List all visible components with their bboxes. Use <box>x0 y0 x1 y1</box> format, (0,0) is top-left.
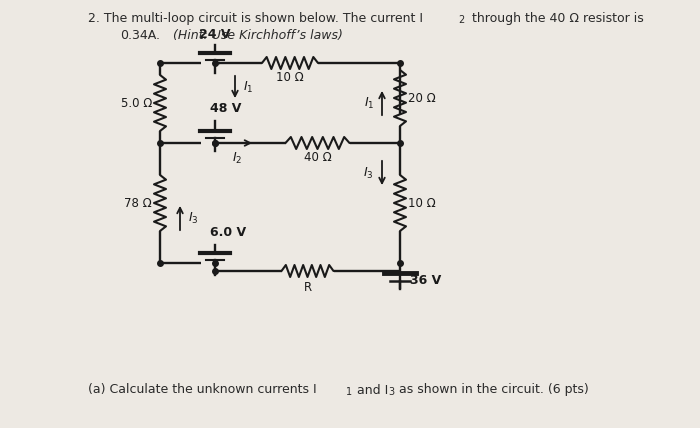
Text: 3: 3 <box>388 387 394 397</box>
Text: 2: 2 <box>458 15 464 25</box>
Text: R: R <box>303 281 312 294</box>
Text: $I_1$: $I_1$ <box>243 80 253 95</box>
Text: and I: and I <box>353 383 389 396</box>
Text: 1: 1 <box>346 387 352 397</box>
Text: 40 Ω: 40 Ω <box>304 151 331 164</box>
Text: $I_2$: $I_2$ <box>232 151 243 166</box>
Text: (a) Calculate the unknown currents I: (a) Calculate the unknown currents I <box>88 383 316 396</box>
Text: $I_3$: $I_3$ <box>363 166 374 181</box>
Text: as shown in the circuit. (6 pts): as shown in the circuit. (6 pts) <box>395 383 589 396</box>
Text: 20 Ω: 20 Ω <box>408 92 435 104</box>
Text: 78 Ω: 78 Ω <box>125 196 152 209</box>
Text: 5.0 Ω: 5.0 Ω <box>120 96 152 110</box>
Text: 10 Ω: 10 Ω <box>408 196 435 209</box>
Text: 10 Ω: 10 Ω <box>276 71 304 84</box>
Text: $I_3$: $I_3$ <box>188 211 199 226</box>
Text: $I_1$: $I_1$ <box>363 95 374 110</box>
Text: 0.34A.: 0.34A. <box>120 29 160 42</box>
Text: 48 V: 48 V <box>210 102 242 115</box>
Text: 24 V: 24 V <box>199 28 231 41</box>
Text: (Hint: Use Kirchhoff’s laws): (Hint: Use Kirchhoff’s laws) <box>165 29 343 42</box>
Text: 36 V: 36 V <box>410 274 441 288</box>
Text: 6.0 V: 6.0 V <box>210 226 246 239</box>
Text: 2. The multi-loop circuit is shown below. The current I: 2. The multi-loop circuit is shown below… <box>88 12 423 24</box>
Text: through the 40 Ω resistor is: through the 40 Ω resistor is <box>468 12 644 24</box>
